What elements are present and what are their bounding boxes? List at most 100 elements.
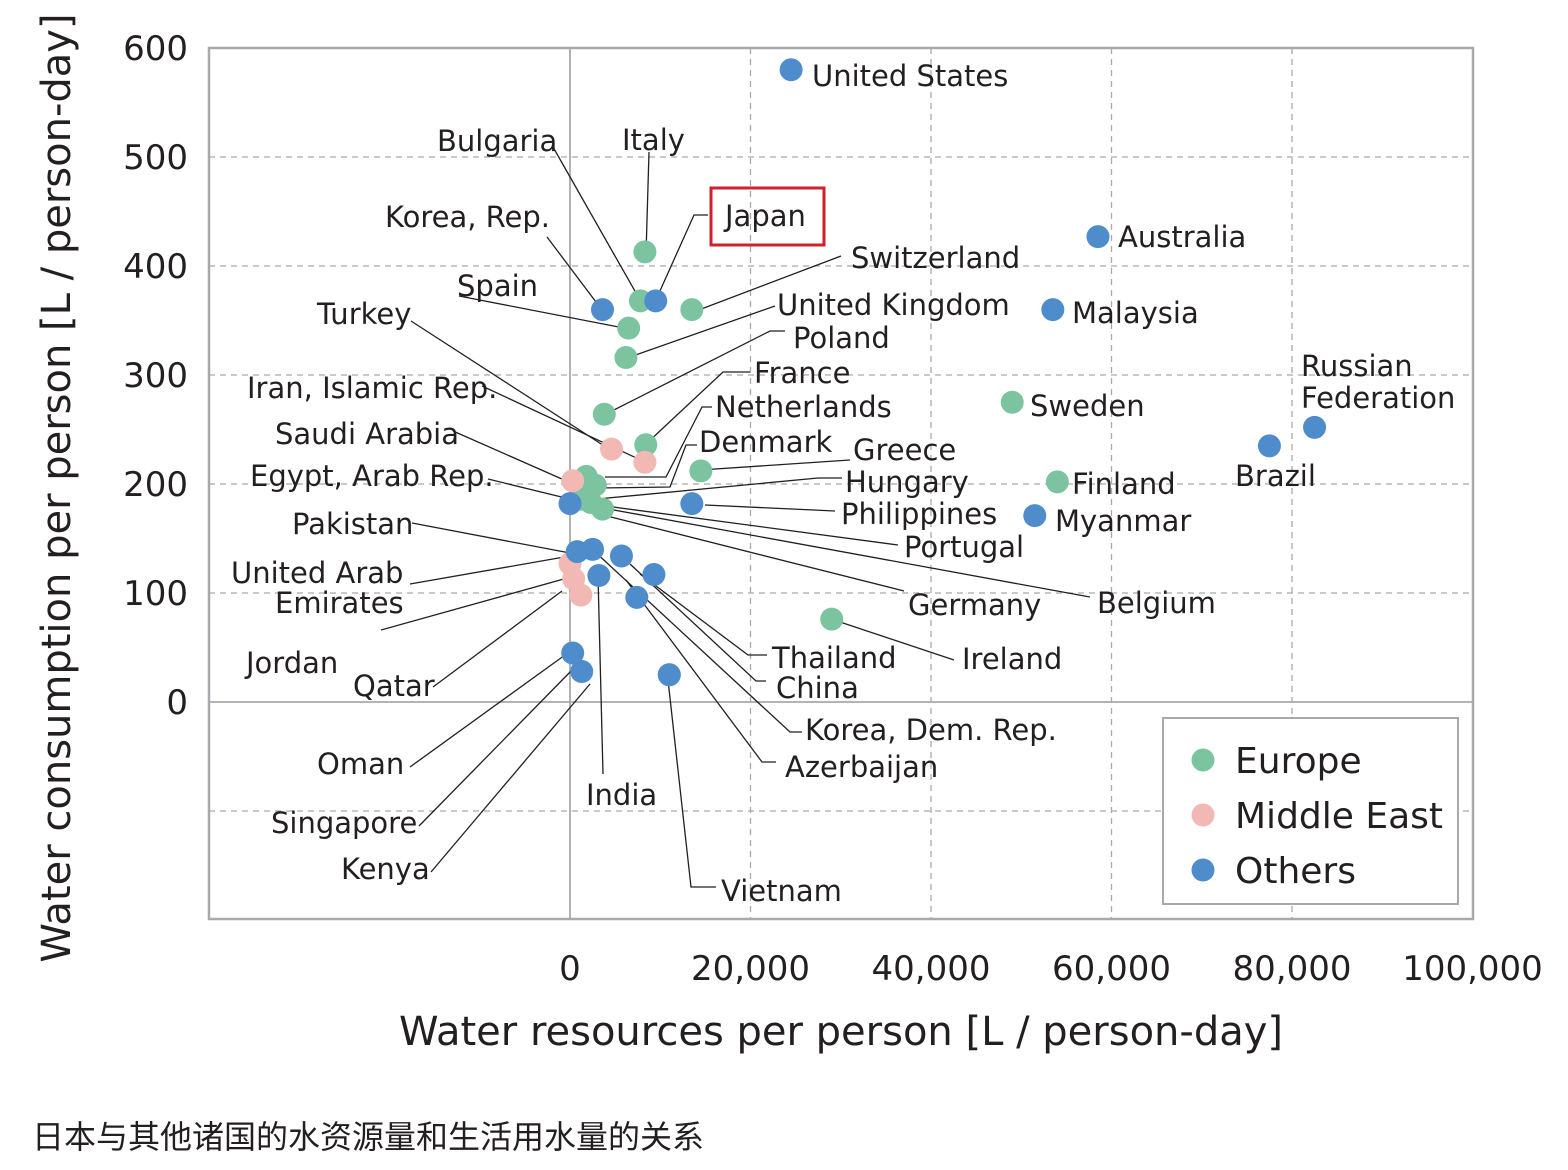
leader-line: [546, 236, 603, 311]
point-united-states: [779, 58, 803, 82]
leader-line: [410, 320, 613, 452]
y-tick-label: 100: [123, 574, 188, 614]
axes: 0 20,000 40,000 60,000 80,000 100,000 0 100 200 3…: [34, 13, 1543, 1055]
label-india: India: [586, 778, 657, 812]
leader-line: [409, 555, 571, 585]
label-malaysia: Malaysia: [1072, 296, 1199, 330]
point-korea-dem-rep: [581, 537, 605, 561]
grid-lines: [209, 48, 1473, 919]
point-philippines: [680, 492, 704, 516]
leader-line: [597, 575, 604, 775]
label-bulgaria: Bulgaria: [437, 124, 557, 158]
label-iran-islamic-rep: Iran, Islamic Rep.: [247, 371, 497, 405]
leader-line: [411, 522, 571, 554]
point-saudi-arabia: [561, 469, 585, 493]
label-turkey: Turkey: [316, 297, 411, 331]
data-points: [558, 58, 1327, 687]
point-india: [587, 564, 611, 588]
leader-line: [645, 151, 650, 255]
point-labels: United States Italy Bulgaria Japan Korea, Re…: [231, 59, 1455, 908]
point-russian-federation: [1303, 415, 1327, 439]
label-korea-dem-rep: Korea, Dem. Rep.: [805, 713, 1057, 747]
leader-line: [597, 504, 899, 546]
point-brazil: [1257, 434, 1281, 458]
label-brazil: Brazil: [1235, 459, 1316, 493]
point-sweden: [1000, 390, 1024, 414]
label-thailand: Thailand: [771, 641, 897, 675]
leader-line: [602, 514, 905, 592]
legend: Europe Middle East Others: [1162, 717, 1459, 905]
point-vietnam: [657, 663, 681, 687]
leader-line: [654, 214, 708, 303]
label-egypt-arab-rep: Egypt, Arab Rep.: [250, 459, 494, 493]
label-germany: Germany: [908, 588, 1041, 622]
point-singapore: [570, 659, 594, 683]
point-turkey: [633, 450, 657, 474]
point-portugal: [590, 497, 614, 521]
label-hungary: Hungary: [845, 465, 969, 499]
label-japan: Japan: [723, 199, 806, 233]
y-tick-label: 200: [123, 465, 188, 505]
scatter-chart: United States Italy Bulgaria Japan Korea, Re…: [34, 13, 1543, 1055]
label-switzerland: Switzerland: [851, 241, 1020, 275]
leader-line: [380, 576, 572, 631]
x-tick-label: 80,000: [1233, 949, 1352, 989]
label-singapore: Singapore: [271, 806, 417, 840]
point-egypt-arab-rep: [558, 492, 582, 516]
leader-lines: [380, 146, 1091, 888]
legend-marker-middle-east: [1191, 803, 1215, 827]
legend-label-middle-east: Middle East: [1235, 796, 1443, 837]
point-ireland: [820, 607, 844, 631]
y-tick-label: 600: [123, 29, 188, 69]
label-poland: Poland: [793, 321, 890, 355]
y-tick-label: 0: [166, 683, 188, 723]
leader-line: [605, 406, 712, 478]
point-korea-rep: [590, 298, 614, 322]
leader-line: [430, 683, 591, 873]
point-poland: [592, 402, 616, 426]
point-oman: [561, 641, 585, 665]
label-saudi-arabia: Saudi Arabia: [275, 417, 459, 451]
label-portugal: Portugal: [904, 530, 1024, 564]
leader-line: [586, 477, 842, 501]
legend-label-others: Others: [1235, 851, 1356, 892]
label-netherlands: Netherlands: [715, 390, 892, 424]
label-philippines: Philippines: [841, 497, 997, 531]
label-united-states: United States: [812, 59, 1008, 93]
label-myanmar: Myanmar: [1055, 504, 1191, 538]
leader-line: [704, 504, 836, 512]
point-spain: [617, 316, 641, 340]
point-greece: [689, 459, 713, 483]
point-azerbaijan: [625, 585, 649, 609]
label-greece: Greece: [853, 433, 956, 467]
label-jordan: Jordan: [244, 646, 338, 680]
label-korea-rep: Korea, Rep.: [385, 200, 550, 234]
label-china: China: [776, 671, 859, 705]
label-sweden: Sweden: [1030, 389, 1145, 423]
label-kenya: Kenya: [341, 852, 430, 886]
label-ireland: Ireland: [962, 642, 1062, 676]
label-denmark: Denmark: [699, 425, 832, 459]
leader-line: [639, 573, 767, 656]
label-united-arab: United Arab: [231, 556, 403, 590]
point-finland: [1045, 470, 1069, 494]
leader-line: [603, 330, 785, 416]
point-thailand: [609, 544, 633, 568]
label-pakistan: Pakistan: [292, 507, 413, 541]
leader-line: [695, 255, 842, 312]
leader-line: [625, 579, 776, 763]
point-italy: [633, 240, 657, 264]
label-vietnam: Vietnam: [721, 874, 842, 908]
legend-marker-others: [1191, 858, 1215, 882]
leader-line: [629, 563, 766, 682]
label-italy: Italy: [622, 123, 685, 157]
point-united-kingdom: [614, 346, 638, 370]
label-federation: Federation: [1301, 381, 1455, 415]
x-tick-label: 40,000: [872, 949, 991, 989]
point-australia: [1086, 225, 1110, 249]
x-axis-title: Water resources per person [L / person-d…: [399, 1009, 1283, 1055]
label-oman: Oman: [317, 747, 404, 781]
leader-line: [667, 679, 716, 888]
x-tick-label: 0: [559, 949, 581, 989]
leader-line: [629, 305, 776, 358]
